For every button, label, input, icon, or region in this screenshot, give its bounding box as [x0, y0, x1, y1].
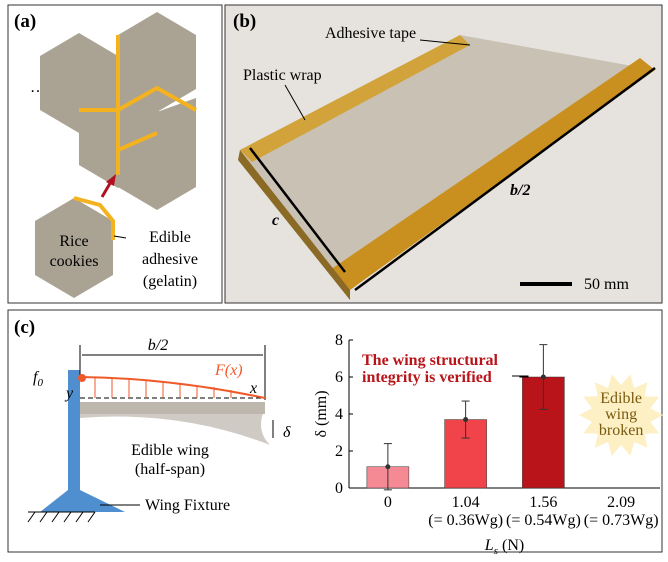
- y-axis-label: δ (mm): [313, 390, 330, 437]
- x-axis-label: Ls (N): [484, 537, 524, 557]
- text: 0: [37, 377, 43, 389]
- text: Rice: [59, 233, 88, 250]
- leader: [419, 39, 471, 46]
- fixture-base: [40, 490, 125, 512]
- mean-point: [385, 464, 391, 470]
- text: 50 mm: [584, 276, 629, 293]
- load-curve: [79, 376, 266, 399]
- hatch: [27, 511, 96, 523]
- arrow-head: [106, 174, 116, 186]
- text: (gelatin): [143, 273, 197, 290]
- leader: [113, 235, 127, 239]
- y-tick-label: 0: [335, 480, 343, 497]
- text: c: [272, 212, 279, 229]
- text: Wing Fixture: [145, 497, 230, 514]
- edge: [238, 150, 350, 300]
- x-tick-label: 0: [384, 494, 392, 511]
- x-tick-sublabel: (= 0.73Wg): [584, 512, 659, 529]
- annotation-arrow: [512, 375, 529, 378]
- text: (half-span): [135, 461, 205, 478]
- text: Edible wing: [131, 442, 209, 459]
- x-tick-label: 2.09: [607, 494, 635, 511]
- load-arrows: [94, 378, 232, 398]
- dimension: [249, 66, 656, 292]
- text: adhesive: [142, 251, 198, 268]
- text: Plastic wrap: [243, 67, 322, 84]
- adhesive-lines: [73, 35, 197, 240]
- annotation: broken: [599, 422, 643, 439]
- mean-point: [540, 374, 546, 380]
- x-tick-sublabel: (= 0.36Wg): [428, 512, 503, 529]
- text: Edible: [149, 229, 191, 246]
- leader: [284, 84, 306, 121]
- annotation: The wing structural: [362, 352, 499, 369]
- mean-point: [463, 417, 469, 423]
- text: Adhesive tape: [325, 25, 416, 42]
- y-tick-label: 2: [335, 443, 343, 460]
- text: y: [64, 385, 74, 402]
- text: L: [484, 537, 494, 554]
- wing: [80, 408, 270, 445]
- y-tick-label: 4: [335, 406, 343, 423]
- point: [78, 374, 86, 382]
- text: b/2: [510, 182, 530, 199]
- x-tick-label: 1.04: [452, 494, 480, 511]
- broken-burst: [579, 374, 664, 456]
- text: (N): [498, 537, 524, 554]
- panel-label: (b): [233, 11, 256, 32]
- x-tick-sublabel: (= 0.54Wg): [506, 512, 581, 529]
- text: x: [249, 380, 257, 397]
- y-tick-label: 8: [335, 332, 343, 349]
- panel-label: (c): [14, 317, 35, 338]
- annotation: integrity is verified: [362, 369, 492, 386]
- text: s: [494, 545, 498, 557]
- y-tick-label: 6: [335, 369, 343, 386]
- annotation: Edible: [600, 390, 642, 407]
- wing-beam: [80, 402, 265, 414]
- text: F(x): [214, 362, 243, 379]
- tape: [330, 58, 655, 290]
- annotation: wing: [605, 406, 637, 423]
- panel-label: (a): [14, 11, 36, 32]
- fixture: [68, 370, 80, 500]
- text: f: [33, 369, 40, 386]
- hexagons: [35, 12, 196, 298]
- text: δ: [283, 424, 291, 441]
- text: f0: [33, 369, 43, 389]
- text: cookies: [50, 253, 99, 270]
- tape: [240, 35, 470, 162]
- x-tick-label: 1.56: [529, 494, 557, 511]
- text: b/2: [148, 337, 168, 354]
- dimension: [79, 345, 266, 400]
